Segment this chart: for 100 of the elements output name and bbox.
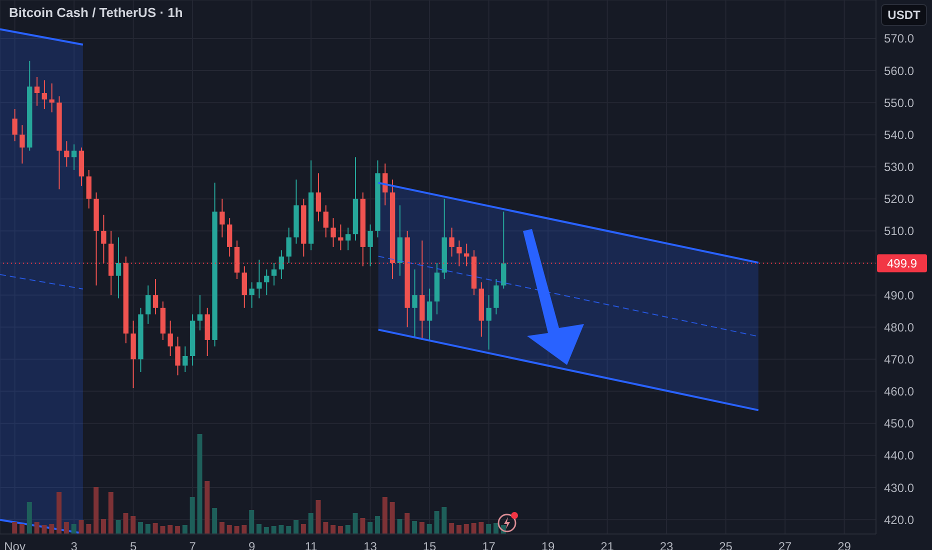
bar xyxy=(175,526,180,534)
candlestick xyxy=(20,124,25,164)
candlestick xyxy=(449,227,454,258)
candlestick xyxy=(338,224,344,251)
y-tick-label: 530.0 xyxy=(884,160,914,174)
bar xyxy=(56,492,62,534)
y-tick-label: 550.0 xyxy=(884,96,914,110)
candlestick xyxy=(49,82,54,113)
bar xyxy=(256,524,262,534)
bar xyxy=(226,525,232,534)
bar xyxy=(204,481,210,534)
candlestick xyxy=(101,214,106,264)
candlestick xyxy=(426,288,432,340)
candlestick xyxy=(501,211,506,290)
candlestick xyxy=(71,144,77,170)
bar xyxy=(197,434,202,534)
candlestick xyxy=(494,278,499,315)
bar xyxy=(442,507,447,534)
bar xyxy=(382,497,388,534)
bar xyxy=(71,524,76,534)
bar xyxy=(352,513,358,534)
bar xyxy=(249,510,254,534)
bar xyxy=(212,508,218,534)
bar xyxy=(330,525,336,534)
bar xyxy=(486,524,492,534)
bar xyxy=(64,522,69,534)
bar xyxy=(323,522,328,534)
bar xyxy=(478,522,484,534)
candlestick xyxy=(175,336,180,376)
candlestick xyxy=(486,294,492,350)
bar xyxy=(123,513,128,534)
bar xyxy=(49,524,54,534)
y-tick-label: 520.0 xyxy=(884,192,914,206)
bar xyxy=(94,487,99,534)
candlestick xyxy=(278,250,284,280)
bar xyxy=(234,526,240,534)
bar xyxy=(108,492,114,534)
y-tick-label: 460.0 xyxy=(884,384,914,399)
y-tick-label: 570.0 xyxy=(884,32,914,46)
bar xyxy=(294,520,299,534)
bar xyxy=(308,513,314,534)
bar xyxy=(219,522,224,534)
bar xyxy=(471,523,476,534)
candlestick xyxy=(316,172,322,222)
y-tick-label: 480.0 xyxy=(884,320,914,334)
y-tick-label: 490.0 xyxy=(884,288,914,302)
y-tick-label: 560.0 xyxy=(884,64,914,78)
bar xyxy=(456,525,462,534)
bar xyxy=(464,524,469,534)
y-tick-label: 440.0 xyxy=(884,448,914,463)
bar xyxy=(338,526,343,534)
chart-title: Bitcoin Cash / TetherUS · 1h xyxy=(9,5,183,20)
y-axis-title: USDT xyxy=(881,4,927,26)
bar xyxy=(34,522,40,534)
bar xyxy=(494,523,499,534)
bar xyxy=(419,522,424,534)
y-tick-label: 420.0 xyxy=(884,512,914,527)
bar xyxy=(86,524,92,534)
bar xyxy=(116,520,121,534)
bar xyxy=(242,525,247,534)
bar xyxy=(345,525,350,534)
candlestick xyxy=(323,204,328,238)
candlestick xyxy=(330,218,336,248)
candlestick xyxy=(12,108,18,142)
bar xyxy=(271,526,276,534)
bar xyxy=(426,524,432,534)
candlestick xyxy=(220,198,225,238)
bar xyxy=(404,513,410,534)
y-tick-label: 450.0 xyxy=(884,416,914,431)
bar xyxy=(390,502,395,534)
bar xyxy=(412,521,418,534)
bar xyxy=(168,525,173,534)
bar xyxy=(375,516,380,534)
candlestick xyxy=(286,227,292,264)
bar xyxy=(12,522,18,534)
candlestick xyxy=(168,320,173,356)
bar xyxy=(182,525,188,534)
candlestick xyxy=(64,140,70,168)
bar xyxy=(100,519,106,534)
bar xyxy=(397,519,402,534)
candlestick xyxy=(242,266,247,308)
candlestick xyxy=(42,80,48,110)
bar xyxy=(145,524,150,534)
y-tick-label: 430.0 xyxy=(884,480,914,495)
candlestick xyxy=(345,227,351,251)
candlestick xyxy=(146,284,151,324)
candlestick xyxy=(456,240,462,267)
candlestick xyxy=(368,224,373,267)
bar xyxy=(152,523,158,534)
bar xyxy=(130,516,136,534)
bar xyxy=(138,522,144,534)
candlestick xyxy=(86,169,92,209)
bar xyxy=(434,511,440,534)
candlestick xyxy=(116,236,122,299)
bar xyxy=(368,522,373,534)
y-tick-label: 510.0 xyxy=(884,224,914,238)
bar xyxy=(20,524,25,534)
candlestick xyxy=(264,268,270,296)
candlestick xyxy=(464,243,470,267)
candlestick xyxy=(256,259,262,299)
